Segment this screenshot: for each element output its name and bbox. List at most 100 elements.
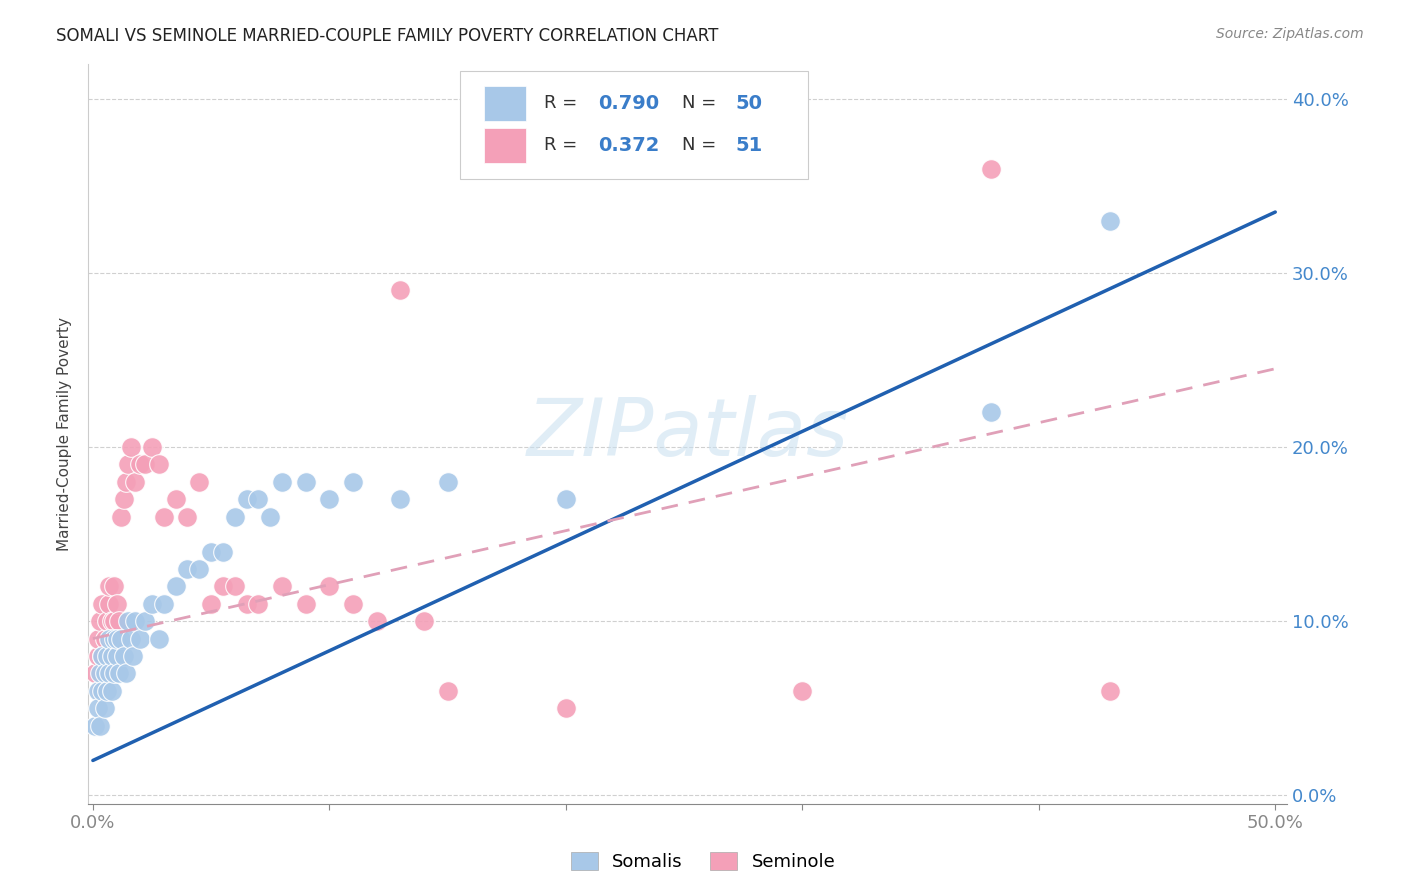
Point	[96, 683, 118, 698]
Point	[259, 509, 281, 524]
Point	[124, 475, 146, 489]
Point	[153, 597, 176, 611]
Point	[200, 544, 222, 558]
Point	[101, 648, 124, 663]
Point	[101, 683, 124, 698]
Point	[792, 683, 814, 698]
Point	[200, 597, 222, 611]
Point	[129, 632, 152, 646]
Point	[176, 562, 198, 576]
Point	[188, 562, 211, 576]
Point	[89, 718, 111, 732]
Point	[93, 666, 115, 681]
Point	[84, 718, 107, 732]
Point	[96, 648, 118, 663]
Text: N =: N =	[682, 136, 721, 154]
Point	[110, 632, 132, 646]
Point	[212, 579, 235, 593]
Point	[120, 440, 142, 454]
Point	[91, 648, 114, 663]
Text: SOMALI VS SEMINOLE MARRIED-COUPLE FAMILY POVERTY CORRELATION CHART: SOMALI VS SEMINOLE MARRIED-COUPLE FAMILY…	[56, 27, 718, 45]
Point	[122, 648, 145, 663]
Point	[96, 648, 118, 663]
Point	[110, 509, 132, 524]
Point	[247, 492, 270, 507]
Point	[165, 579, 187, 593]
Point	[93, 632, 115, 646]
Point	[101, 632, 124, 646]
Point	[389, 492, 412, 507]
Point	[105, 648, 128, 663]
Point	[980, 161, 1002, 176]
Point	[436, 475, 458, 489]
Point	[103, 666, 125, 681]
Legend: Somalis, Seminole: Somalis, Seminole	[564, 845, 842, 879]
Point	[98, 666, 121, 681]
Point	[318, 492, 340, 507]
Point	[93, 701, 115, 715]
Text: 50: 50	[735, 94, 762, 112]
Point	[554, 701, 576, 715]
Point	[176, 509, 198, 524]
Point	[1098, 213, 1121, 227]
Point	[141, 440, 163, 454]
Text: R =: R =	[544, 136, 582, 154]
Point	[105, 632, 128, 646]
Point	[91, 597, 114, 611]
Point	[120, 632, 142, 646]
Point	[129, 458, 152, 472]
Point	[294, 597, 316, 611]
Point	[86, 632, 108, 646]
Text: R =: R =	[544, 95, 582, 112]
Point	[294, 475, 316, 489]
Point	[103, 614, 125, 628]
Point	[271, 579, 294, 593]
Text: N =: N =	[682, 95, 721, 112]
Text: ZIPatlas: ZIPatlas	[527, 395, 849, 473]
Point	[98, 632, 121, 646]
Point	[1098, 683, 1121, 698]
Point	[436, 683, 458, 698]
Point	[115, 475, 138, 489]
Point	[554, 492, 576, 507]
Point	[105, 597, 128, 611]
Point	[86, 648, 108, 663]
Point	[89, 683, 111, 698]
Point	[98, 597, 121, 611]
Point	[96, 614, 118, 628]
Point	[108, 666, 131, 681]
Point	[115, 666, 138, 681]
FancyBboxPatch shape	[460, 71, 807, 178]
Point	[235, 492, 257, 507]
Point	[153, 509, 176, 524]
Point	[112, 492, 135, 507]
Point	[148, 632, 170, 646]
Point	[247, 597, 270, 611]
Point	[224, 509, 246, 524]
Point	[134, 458, 156, 472]
Point	[86, 683, 108, 698]
Point	[389, 284, 412, 298]
Point	[101, 614, 124, 628]
Text: Source: ZipAtlas.com: Source: ZipAtlas.com	[1216, 27, 1364, 41]
Point	[117, 458, 139, 472]
Point	[148, 458, 170, 472]
Point	[212, 544, 235, 558]
Point	[105, 632, 128, 646]
Point	[141, 597, 163, 611]
Point	[112, 648, 135, 663]
Text: 0.372: 0.372	[598, 136, 659, 155]
Point	[124, 614, 146, 628]
Point	[91, 683, 114, 698]
Point	[235, 597, 257, 611]
Point	[103, 579, 125, 593]
Point	[86, 701, 108, 715]
Point	[98, 579, 121, 593]
Point	[342, 475, 364, 489]
Point	[134, 614, 156, 628]
Point	[84, 666, 107, 681]
FancyBboxPatch shape	[484, 86, 526, 121]
Point	[93, 666, 115, 681]
FancyBboxPatch shape	[484, 128, 526, 163]
Text: 0.790: 0.790	[598, 94, 659, 112]
